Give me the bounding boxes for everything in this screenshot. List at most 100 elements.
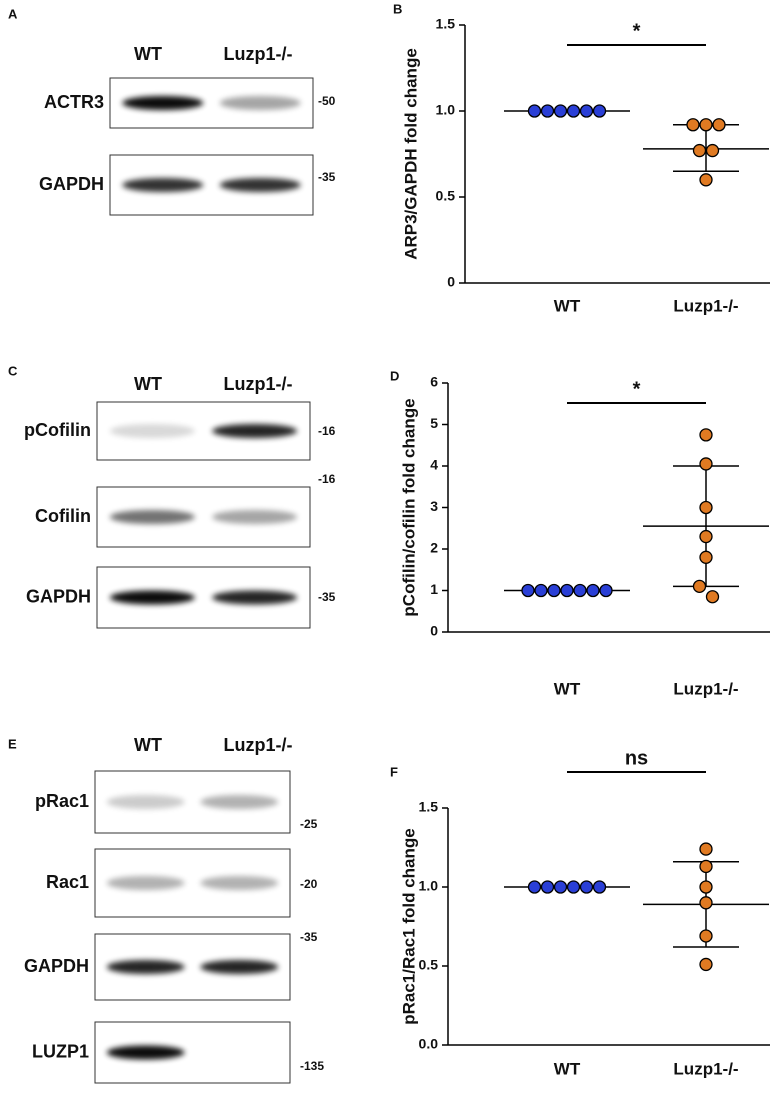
lane-label: WT (134, 44, 162, 64)
blot-band (122, 178, 204, 192)
mw-marker: -25 (300, 817, 318, 831)
data-point (699, 957, 713, 972)
y-axis-label: pRac1/Rac1 fold change (399, 828, 418, 1025)
data-point (527, 880, 542, 894)
blot-band (109, 424, 195, 438)
blot-band (200, 960, 279, 974)
significance-label: * (633, 378, 641, 400)
mw-marker: -35 (318, 590, 336, 604)
y-axis-label: pCofilin/cofilin fold change (399, 398, 418, 616)
data-point (699, 500, 713, 515)
data-point (699, 550, 713, 564)
y-tick-label: 1.0 (436, 102, 456, 118)
data-point (547, 583, 561, 598)
data-point (699, 118, 713, 132)
x-tick-label: WT (554, 296, 581, 315)
blot-band (106, 960, 185, 974)
data-point (699, 173, 713, 187)
y-tick-label: 4 (430, 457, 438, 473)
mw-marker: -16 (318, 472, 336, 486)
data-point (553, 880, 568, 894)
data-point (699, 896, 713, 910)
y-tick-label: 3 (430, 498, 438, 514)
blot-band (200, 795, 279, 809)
blot-band (200, 876, 279, 890)
data-point (553, 104, 568, 118)
y-tick-label: 1 (430, 581, 438, 597)
row-label: ACTR3 (44, 92, 104, 112)
blot-band (106, 1045, 185, 1060)
panel-letter: C (8, 363, 18, 378)
data-point (699, 859, 713, 874)
y-tick-label: 0 (447, 274, 455, 290)
data-point (527, 104, 542, 118)
row-label: Rac1 (46, 872, 89, 892)
significance-label: ns (625, 747, 648, 769)
row-label: pCofilin (24, 420, 91, 440)
y-axis-label: ARP3/GAPDH fold change (401, 48, 420, 260)
blot-band (106, 876, 185, 890)
x-tick-label: Luzp1-/- (673, 679, 738, 698)
data-point (699, 457, 713, 471)
blot-frame (94, 1021, 291, 1084)
mw-marker: -135 (300, 1059, 324, 1073)
data-point (540, 104, 555, 118)
significance-label: * (633, 20, 641, 42)
panel-letter: E (8, 736, 17, 751)
lane-label: Luzp1-/- (224, 44, 293, 64)
data-point (534, 583, 548, 598)
y-tick-label: 6 (430, 374, 438, 390)
blot-band (212, 590, 298, 605)
y-tick-label: 5 (430, 415, 438, 431)
data-point (540, 880, 555, 894)
mw-marker: -16 (318, 424, 336, 438)
y-tick-label: 0.0 (419, 1036, 439, 1052)
data-point (560, 583, 574, 598)
y-tick-label: 1.0 (419, 878, 439, 894)
data-point (712, 118, 726, 132)
data-point (699, 842, 713, 856)
lane-label: WT (134, 735, 162, 755)
x-tick-label: Luzp1-/- (673, 296, 738, 315)
blot-band (212, 510, 298, 524)
data-point (586, 583, 600, 598)
x-tick-label: Luzp1-/- (673, 1059, 738, 1078)
data-point (566, 104, 581, 118)
blot-band (122, 96, 204, 110)
data-point (579, 104, 594, 118)
y-tick-label: 0.5 (436, 188, 456, 204)
blot-band (109, 590, 195, 605)
panel-letter: A (8, 6, 18, 21)
mw-marker: -35 (318, 170, 336, 184)
row-label: Cofilin (35, 506, 91, 526)
lane-label: WT (134, 374, 162, 394)
lane-label: Luzp1-/- (224, 735, 293, 755)
data-point (599, 583, 613, 598)
blot-band (106, 795, 185, 809)
data-point (699, 929, 713, 943)
data-point (699, 529, 713, 544)
row-label: GAPDH (26, 586, 91, 606)
row-label: pRac1 (35, 791, 89, 811)
data-point (592, 104, 607, 118)
blot-band (109, 510, 195, 524)
data-point (566, 880, 581, 894)
y-tick-label: 2 (430, 540, 438, 556)
data-point (699, 880, 713, 894)
mw-marker: -35 (300, 930, 318, 944)
data-point (592, 880, 607, 894)
x-tick-label: WT (554, 679, 581, 698)
lane-label: Luzp1-/- (224, 374, 293, 394)
y-tick-label: 1.5 (419, 799, 439, 815)
row-label: LUZP1 (32, 1041, 89, 1061)
row-label: GAPDH (24, 956, 89, 976)
row-label: GAPDH (39, 174, 104, 194)
data-point (521, 583, 535, 598)
data-point (579, 880, 594, 894)
blot-band (219, 96, 301, 110)
mw-marker: -20 (300, 877, 318, 891)
panel-letter: D (390, 368, 399, 383)
panel-letter: B (393, 1, 402, 16)
data-point (705, 143, 720, 158)
data-point (692, 579, 707, 593)
